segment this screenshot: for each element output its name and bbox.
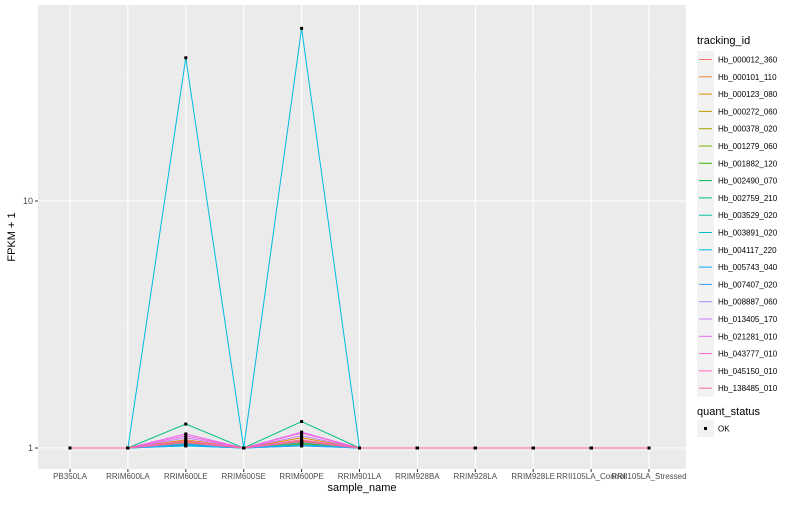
data-point bbox=[184, 441, 188, 445]
legend-label: Hb_138485_010 bbox=[718, 384, 778, 393]
legend-label: Hb_004117_220 bbox=[718, 246, 777, 255]
legend-label: Hb_021281_010 bbox=[718, 332, 778, 341]
data-point bbox=[473, 446, 477, 450]
legend-status: quant_status OK bbox=[697, 406, 760, 437]
data-point bbox=[647, 446, 651, 450]
x-tick-label: RRIM600SE bbox=[221, 472, 265, 481]
x-axis-title: sample_name bbox=[327, 482, 396, 494]
data-point bbox=[184, 422, 188, 426]
x-tick-label: RRIM928LA bbox=[454, 472, 498, 481]
x-tick-label: RRII105LA_Control bbox=[556, 472, 626, 481]
x-tick-label: PB350LA bbox=[53, 472, 87, 481]
data-point bbox=[300, 434, 304, 438]
legend-label: Hb_002759_210 bbox=[718, 194, 778, 203]
data-point bbox=[242, 446, 246, 450]
data-point bbox=[300, 440, 304, 444]
legend-key-point bbox=[704, 427, 707, 430]
legend-label: Hb_013405_170 bbox=[718, 315, 778, 324]
legend-label: Hb_000272_060 bbox=[718, 107, 778, 116]
legend-label: Hb_007407_020 bbox=[718, 280, 778, 289]
legend-label: Hb_005743_040 bbox=[718, 263, 778, 272]
points-layer bbox=[68, 26, 651, 450]
y-tick-label: 10 bbox=[23, 196, 33, 206]
legend-label: Hb_000378_020 bbox=[718, 125, 778, 134]
data-point bbox=[531, 446, 535, 450]
legend-label: Hb_003529_020 bbox=[718, 211, 778, 220]
legend-label: Hb_000012_360 bbox=[718, 56, 778, 65]
legend-label: Hb_000123_080 bbox=[718, 90, 778, 99]
legend-label: Hb_001279_060 bbox=[718, 142, 778, 151]
legend-label: Hb_003891_020 bbox=[718, 229, 778, 238]
data-point bbox=[184, 434, 188, 438]
legend-label: Hb_002490_070 bbox=[718, 177, 778, 186]
legend-label: Hb_043777_010 bbox=[718, 350, 778, 359]
data-point bbox=[184, 436, 188, 440]
grid-layer bbox=[38, 5, 686, 469]
data-point bbox=[184, 439, 188, 443]
data-point bbox=[126, 446, 130, 450]
x-tick-label: RRIM901LA bbox=[338, 472, 382, 481]
legend-tracking: tracking_id Hb_000012_360 Hb_000101_110 Hb… bbox=[697, 35, 778, 397]
x-tick-label: RRIM600PE bbox=[279, 472, 323, 481]
data-point bbox=[415, 446, 419, 450]
data-point bbox=[358, 446, 361, 450]
axes-layer: 1 10 PB350LA RRIM600LA RRIM600LE RRIM600SE RRI… bbox=[23, 196, 687, 481]
plot-panel bbox=[38, 5, 686, 469]
legend-label: Hb_008887_060 bbox=[718, 298, 778, 307]
y-axis-title: FPKM + 1 bbox=[6, 212, 18, 261]
data-point bbox=[300, 436, 304, 440]
data-point bbox=[300, 26, 304, 30]
legend-label: OK bbox=[718, 425, 730, 434]
legend-label: Hb_000101_110 bbox=[718, 73, 777, 82]
data-point bbox=[184, 443, 188, 447]
legend-status-title: quant_status bbox=[697, 406, 760, 418]
data-point bbox=[68, 446, 72, 450]
x-tick-label: RRIM600LA bbox=[106, 472, 150, 481]
data-point bbox=[300, 444, 304, 448]
data-point bbox=[184, 56, 188, 60]
x-tick-label: RRII105LA_Stressed bbox=[611, 472, 686, 481]
data-point bbox=[300, 438, 304, 442]
data-point bbox=[300, 431, 304, 435]
x-tick-label: RRIM600LE bbox=[164, 472, 208, 481]
legend-label: Hb_045150_010 bbox=[718, 367, 778, 376]
legend-label: Hb_001882_120 bbox=[718, 159, 778, 168]
x-tick-label: RRIM928BA bbox=[395, 472, 440, 481]
legend-tracking-title: tracking_id bbox=[697, 35, 750, 47]
data-point bbox=[300, 420, 304, 424]
data-point bbox=[589, 446, 593, 450]
data-point bbox=[184, 432, 188, 436]
y-tick-label: 1 bbox=[28, 443, 33, 453]
x-tick-label: RRIM928LE bbox=[511, 472, 555, 481]
